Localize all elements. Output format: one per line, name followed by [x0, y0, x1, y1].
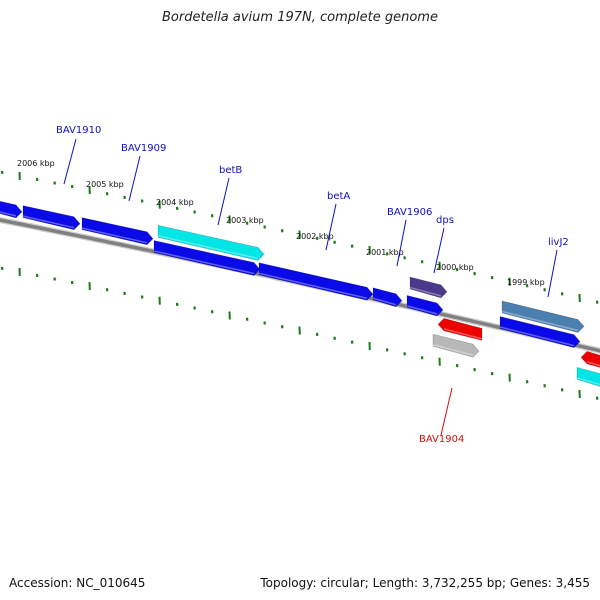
- gene-arrow: [499, 316, 581, 348]
- gene-arrow-dps-shade: [409, 286, 442, 297]
- kbp-label: 2003 kbp: [226, 216, 264, 225]
- kbp-labels: 2006 kbp 2005 kbp 2004 kbp 2003 kbp 2002 kbp…: [17, 159, 545, 287]
- gene-features: [0, 200, 600, 387]
- map-title: Bordetella avium 197N, complete genome: [162, 10, 438, 25]
- kbp-label: 2005 kbp: [86, 180, 124, 189]
- kbp-label: 2001 kbp: [366, 248, 404, 257]
- kbp-label: 2000 kbp: [436, 263, 474, 272]
- gene-label-BAV1910: BAV1910: [56, 125, 101, 136]
- gene-label-BAV1906: BAV1906: [387, 207, 432, 218]
- gene-label-livJ2: livJ2: [548, 237, 569, 248]
- gene-arrow-BAV1904: [437, 318, 483, 341]
- gene-label-betA: betA: [327, 191, 350, 202]
- gene-arrow: [432, 333, 480, 358]
- leader-line: [440, 387, 453, 436]
- gene-arrow-shade: [22, 215, 75, 229]
- gene-arrow: [153, 240, 261, 276]
- gene-arrow-betA: [258, 262, 374, 301]
- leader-line: [325, 203, 337, 251]
- gene-arrow-shade: [81, 227, 148, 244]
- gene-label-dps: dps: [436, 215, 454, 226]
- gene-labels: BAV1910 BAV1909 betB betA BAV1906 dps livJ2 BAV…: [56, 125, 569, 445]
- kbp-label: 2002 kbp: [296, 232, 334, 241]
- kbp-label: 2006 kbp: [17, 159, 55, 168]
- gene-arrow-shade: [586, 361, 600, 367]
- topology-summary: Topology: circular; Length: 3,732,255 bp…: [260, 576, 590, 590]
- gene-label-BAV1909: BAV1909: [121, 143, 166, 154]
- gene-arrow-livJ2: [501, 300, 585, 333]
- gene-arrow-betA-shade: [258, 272, 368, 300]
- leader-line: [128, 155, 141, 202]
- gene-arrow: [580, 350, 600, 368]
- gene-arrow-shade: [499, 326, 575, 347]
- leader-line: [63, 138, 77, 185]
- gene-arrow: [576, 366, 600, 387]
- inner-tick-track: [0, 266, 599, 400]
- gene-arrow-BAV1904-shade: [443, 328, 483, 340]
- gene-arrow: [22, 205, 81, 231]
- gene-arrow: [0, 200, 23, 219]
- kbp-label: 1999 kbp: [507, 278, 545, 287]
- gene-arrow-shade: [372, 297, 397, 306]
- gene-label-betB: betB: [219, 165, 242, 176]
- leader-line: [433, 227, 445, 274]
- gene-arrow-shade: [153, 250, 255, 275]
- kbp-label: 2004 kbp: [156, 198, 194, 207]
- gene-arrow-livJ2-shade: [501, 310, 579, 332]
- gene-arrow-dps: [409, 276, 448, 299]
- leader-line: [217, 177, 230, 226]
- leader-line: [396, 219, 407, 267]
- outer-tick-track: [0, 170, 599, 304]
- gene-arrow: [372, 287, 403, 308]
- gene-arrow: [81, 217, 154, 246]
- gene-arrow-betB: [157, 224, 265, 261]
- gene-arrow-shade: [432, 343, 474, 356]
- gene-label-BAV1904: BAV1904: [419, 434, 464, 445]
- gene-arrow-shade: [406, 305, 438, 315]
- gene-arrow-betB-shade: [157, 235, 259, 260]
- gene-arrow-shade: [0, 211, 17, 217]
- accession-text: Accession: NC_010645: [9, 576, 146, 590]
- gene-arrow: [406, 294, 444, 317]
- leader-line: [547, 249, 558, 298]
